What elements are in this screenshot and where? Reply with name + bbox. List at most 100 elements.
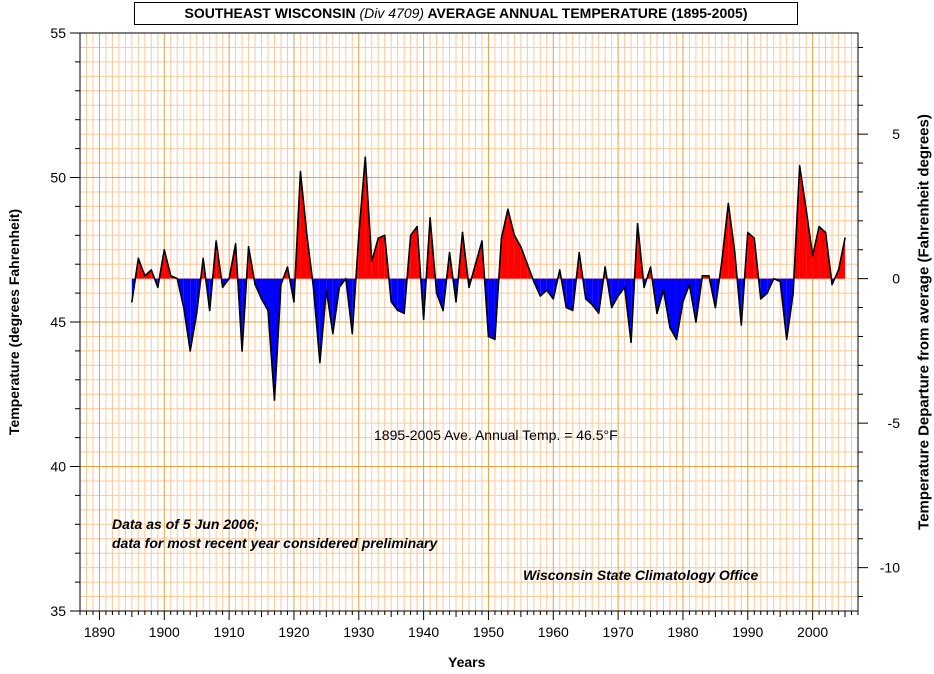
area-below-average [585,278,593,305]
area-above-average [501,209,508,279]
data-point [643,286,645,289]
data-point [740,324,743,326]
data-point [675,338,678,341]
area-above-average [514,235,521,279]
y2-tick-label: -10 [880,560,900,576]
data-point [215,240,217,242]
area-above-average [799,165,807,279]
area-below-average [546,278,554,299]
area-above-average [819,226,826,279]
data-point [247,246,250,248]
data-point [714,306,717,309]
data-point [513,234,516,237]
data-point [221,286,224,289]
title-division: (Div 4709) [359,5,425,21]
area-below-average [436,278,444,311]
area-above-average [449,252,453,279]
data-point [798,165,801,167]
data-point [656,312,658,315]
data-note-line-2: data for most recent year considered pre… [112,535,438,551]
area-below-average [190,278,197,351]
data-point [338,286,341,289]
data-point [390,300,393,303]
y-tick-label: 35 [50,603,66,619]
data-point [772,277,775,280]
data-point [481,240,483,242]
data-point [734,251,736,254]
data-point [299,170,302,173]
y-tick-label: 45 [50,314,66,330]
data-point [837,269,840,271]
data-point [721,260,723,263]
data-point [254,283,256,286]
data-point [500,237,503,239]
area-below-average [397,278,405,314]
data-point [533,280,535,283]
data-point [370,260,373,263]
temperature-line [131,156,846,401]
data-point [345,277,347,280]
data-point [746,231,749,234]
data-point [565,306,568,309]
area-below-average [592,278,599,314]
area-below-average [566,278,573,311]
data-point [422,318,425,320]
title-suffix: AVERAGE ANNUAL TEMPERATURE (1895-2005) [427,5,748,21]
area-above-average [576,252,580,279]
x-tick-label: 1930 [343,624,374,640]
title-prefix: SOUTHEAST WISCONSIN [184,5,356,21]
data-point [597,312,600,315]
x-tick-label: 1950 [473,624,504,640]
data-point [351,332,354,335]
data-point [701,274,704,277]
data-point [708,274,710,277]
x-tick-label: 1890 [84,624,115,640]
x-tick-label: 2000 [797,624,828,640]
data-point [312,286,315,289]
data-point [195,312,198,315]
data-point [448,251,451,254]
data-point [591,303,593,306]
data-point [766,292,769,294]
data-point [558,269,561,271]
x-axis-title: Years [448,654,486,670]
data-point [662,289,665,292]
data-point [811,254,814,257]
data-point [442,309,444,312]
data-point [332,332,334,335]
y-tick-label: 50 [50,170,66,186]
x-tick-label: 1940 [408,624,439,640]
area-below-average [611,278,619,308]
data-point [507,208,509,211]
area-below-average [391,278,398,311]
area-above-average [507,209,515,279]
data-point [682,300,684,303]
data-point [818,225,820,228]
data-point [273,399,276,401]
x-tick-label: 1910 [214,624,245,640]
area-above-average [371,238,379,279]
data-point [280,283,282,286]
data-point [759,298,762,300]
y2-tick-label: 0 [892,271,900,287]
data-point [325,289,328,292]
y-tick-label: 40 [50,459,66,475]
source-annotation: Wisconsin State Climatology Office [523,567,759,583]
data-point [552,298,555,300]
data-point [176,277,179,280]
data-point [474,263,477,266]
area-below-average [669,278,677,340]
y-axis-title: Temperature (degrees Fahrenheit) [6,208,22,436]
area-below-average [183,278,191,351]
area-above-average [747,232,755,279]
data-point [202,257,204,260]
data-point [306,234,308,237]
data-point [228,277,230,280]
data-point [137,257,140,260]
data-point [520,246,522,248]
data-point [539,295,542,297]
area-below-average [261,278,269,311]
data-point [319,361,321,364]
area-above-average [358,157,366,279]
data-point [234,243,237,245]
